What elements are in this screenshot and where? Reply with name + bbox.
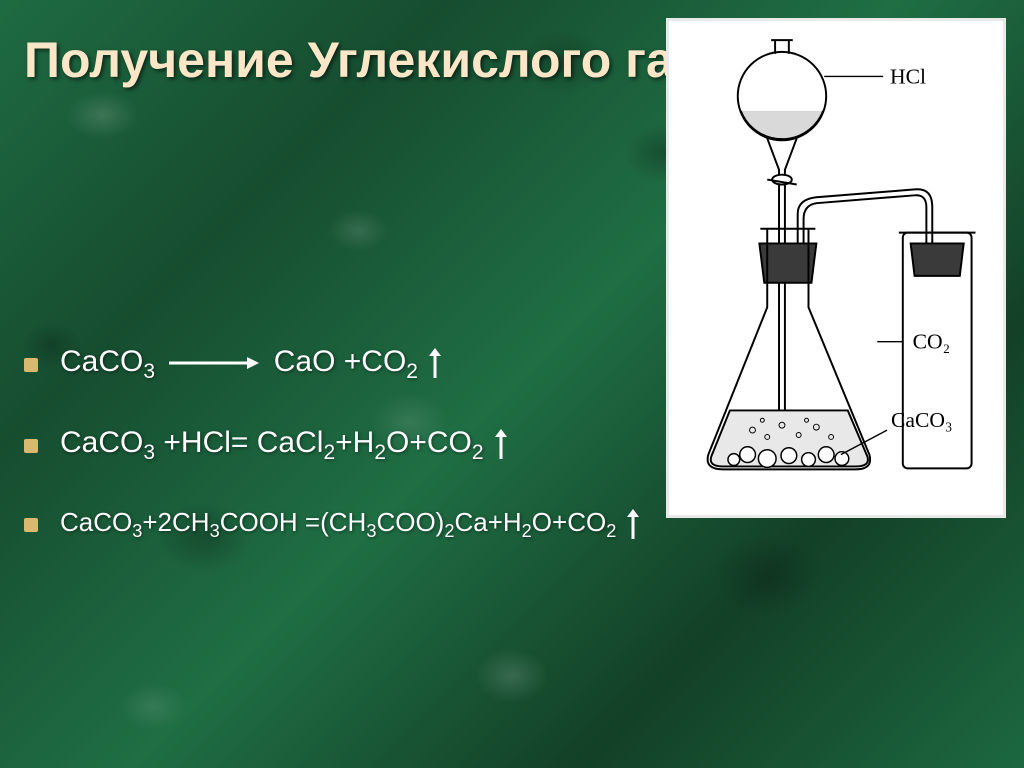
eq-full: CaCO3+2CH3COOH =(CH3COO)2Ca+H2O+CO2 (60, 507, 616, 537)
eq-full: CaCO3 +HCl= CaCl2+H2O+CO2 (60, 426, 484, 459)
apparatus-diagram: HCl (666, 18, 1006, 518)
slide-title: Получение Углекислого газа (24, 30, 726, 90)
bullet-icon (24, 518, 38, 532)
equation-row: CaCO3+2CH3COOH =(CH3COO)2Ca+H2O+CO2 (24, 507, 644, 542)
funnel-bulb (738, 40, 826, 140)
bullet-icon (24, 358, 38, 372)
arrow-icon (169, 354, 259, 372)
co2-label: CO₂ (913, 330, 951, 354)
gas-arrow-icon (626, 509, 640, 539)
caco3-label: CaCO₃ (891, 408, 953, 432)
equation-text: CaCO3+2CH3COOH =(CH3COO)2Ca+H2O+CO2 (60, 507, 640, 542)
equation-row: CaCO3 +HCl= CaCl2+H2O+CO2 (24, 426, 644, 465)
equations-list: CaCO3 CaO +CO2 CaCO3 +HCl= CaCl2+H2O+CO2 (24, 345, 644, 584)
erlenmeyer-flask (708, 229, 871, 470)
equation-text: CaCO3 CaO +CO2 (60, 345, 442, 384)
equation-row: CaCO3 CaO +CO2 (24, 345, 644, 384)
gas-arrow-icon (428, 348, 442, 378)
bullet-icon (24, 439, 38, 453)
slide-background: Получение Углекислого газа CaCO3 CaO +CO… (0, 0, 1024, 768)
hcl-label: HCl (890, 64, 926, 88)
eq-rhs: CaO +CO2 (274, 345, 418, 378)
equation-text: CaCO3 +HCl= CaCl2+H2O+CO2 (60, 426, 508, 465)
gas-arrow-icon (494, 429, 508, 459)
eq-lhs: CaCO3 (60, 345, 155, 378)
